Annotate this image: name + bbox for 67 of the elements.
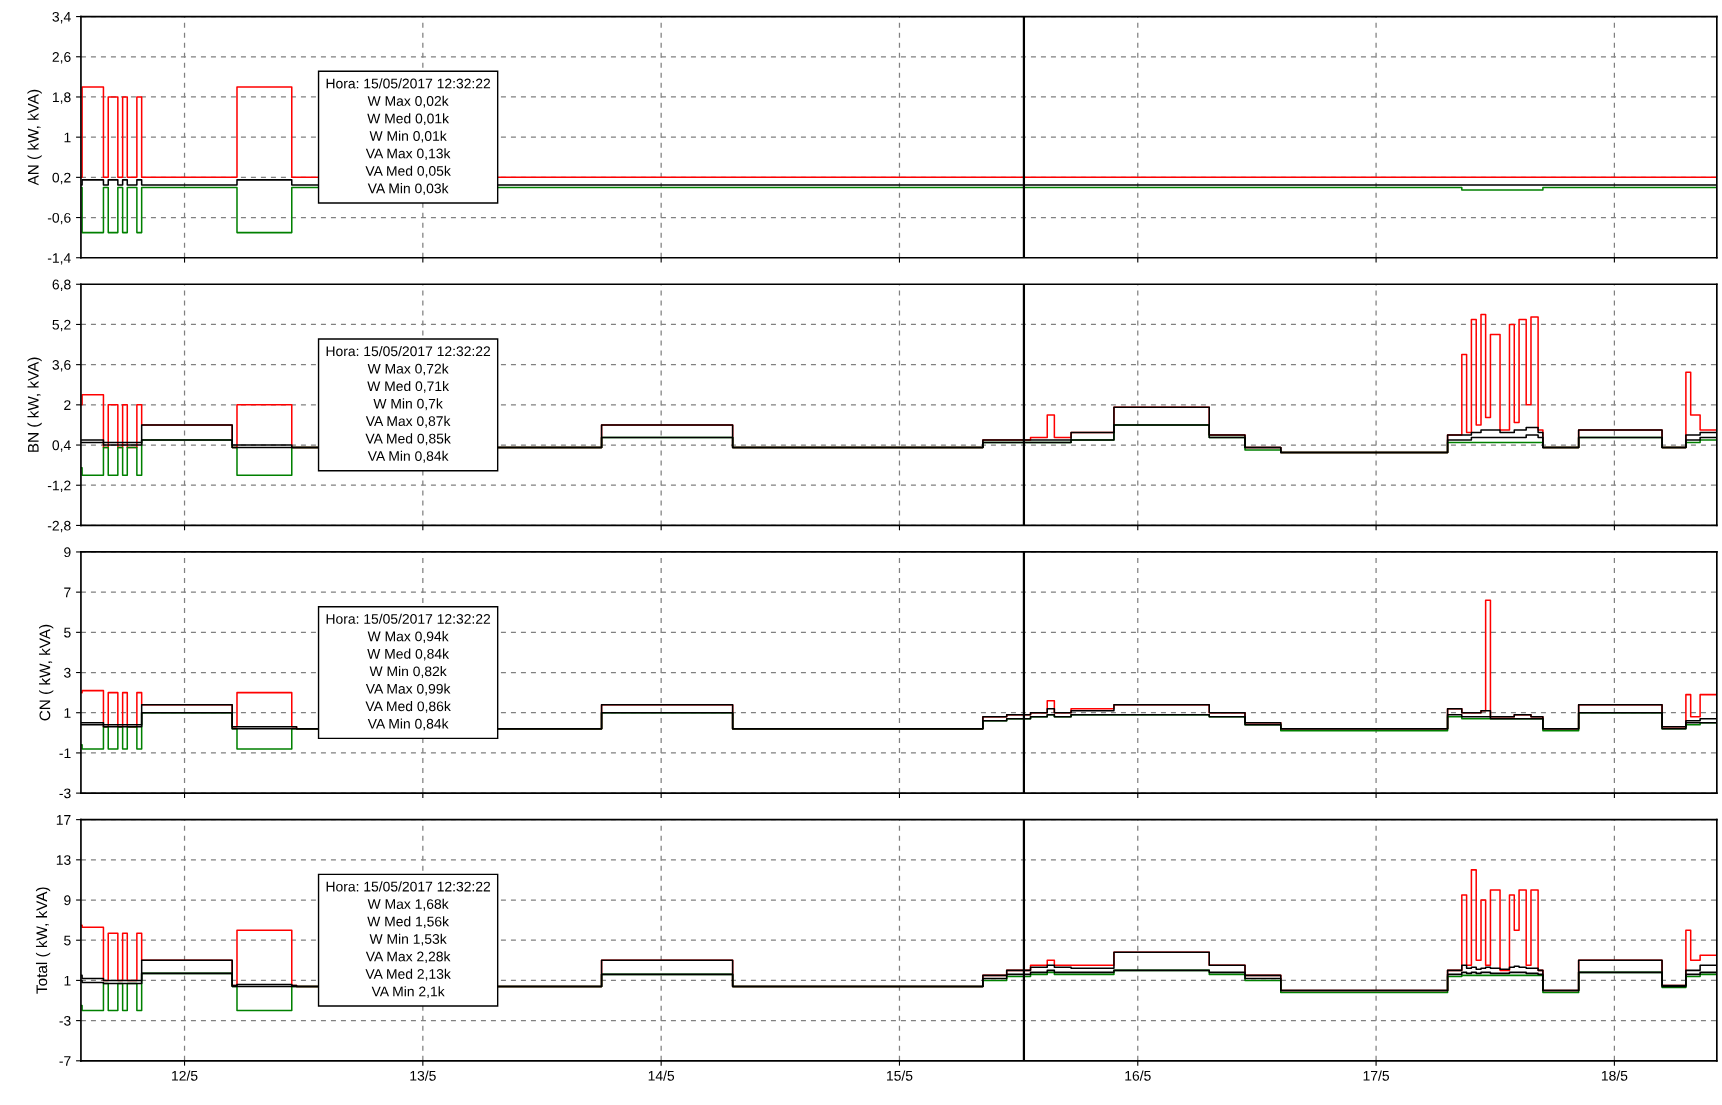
- y-tick-label: 6,8: [52, 279, 71, 292]
- annotation: W Min 0,01k: [369, 130, 447, 143]
- y-tick-label: 13: [56, 855, 71, 865]
- x-tick-label: 12/5: [172, 1070, 198, 1081]
- y-tick-label: 9: [64, 895, 71, 906]
- y-tick-label: -1,2: [47, 480, 71, 493]
- y-tick-label: 7: [64, 587, 71, 598]
- x-tick-label: 14/5: [648, 1070, 675, 1081]
- annotation: W Med 1,56k: [367, 916, 450, 929]
- y-tick-label: -3: [59, 788, 71, 799]
- annotation: VA Min 0,84k: [367, 450, 449, 463]
- annotation: VA Max 0,99k: [365, 683, 451, 696]
- x-tick-label: 17/5: [1363, 1070, 1390, 1081]
- y-tick-label: 9: [64, 547, 71, 558]
- annotation: W Max 0,94k: [367, 631, 449, 643]
- y-tick-label: -7: [59, 1056, 71, 1066]
- annotation: VA Max 0,13k: [365, 148, 451, 160]
- annotation: VA Med 0,85k: [365, 433, 451, 446]
- annotation: VA Med 2,13k: [365, 968, 451, 981]
- annotation: W Max 0,72k: [367, 363, 449, 376]
- annotation: VA Med 0,05k: [365, 165, 451, 178]
- y-tick-label: 2: [64, 400, 71, 410]
- y-tick-label: -2,8: [47, 520, 71, 533]
- annotation: VA Min 0,03k: [367, 183, 449, 195]
- x-tick-label: 18/5: [1601, 1070, 1628, 1081]
- annotation: VA Max 0,87k: [365, 415, 451, 428]
- y-tick-label: -1,4: [47, 253, 71, 265]
- annotation: W Min 1,53k: [369, 933, 447, 946]
- annotation: Hora: 15/05/2017 12:32:22: [326, 613, 491, 624]
- y-tick-label: -1: [59, 748, 71, 758]
- y-tick-label: 0,2: [52, 172, 71, 185]
- y-tick-label: 1: [64, 708, 71, 718]
- x-tick-label: 13/5: [410, 1070, 436, 1081]
- y-tick-label: 0,4: [52, 440, 71, 452]
- y-tick-label: 3: [64, 667, 71, 678]
- annotation: W Med 0,01k: [367, 113, 450, 126]
- y-tick-label: 5,2: [52, 319, 71, 332]
- x-tick-label: 16/5: [1125, 1070, 1151, 1081]
- annotation: W Min 0,7k: [373, 398, 443, 411]
- y-tick-label: 1,8: [52, 92, 71, 104]
- annotation: Hora: 15/05/2017 12:32:22: [326, 881, 491, 892]
- y-tick-label: 2,6: [52, 52, 71, 64]
- y-axis-title: CN ( kW, kVA): [39, 624, 54, 721]
- y-tick-label: -0,6: [47, 212, 71, 225]
- y-tick-label: -3: [59, 1015, 71, 1026]
- annotation: W Max 0,02k: [367, 95, 449, 108]
- y-tick-label: 1: [64, 975, 71, 986]
- annotation: VA Min 0,84k: [367, 718, 449, 731]
- y-tick-label: 3,6: [52, 359, 71, 372]
- x-tick-label: 15/5: [887, 1070, 913, 1081]
- y-axis-title: BN ( kW, kVA): [27, 357, 42, 452]
- y-tick-label: 1: [64, 132, 71, 143]
- annotation: Hora: 15/05/2017 12:32:22: [326, 78, 491, 89]
- annotation: W Max 1,68k: [367, 898, 449, 911]
- y-tick-label: 17: [56, 815, 71, 825]
- annotation: W Med 0,71k: [367, 380, 450, 393]
- y-tick-label: 5: [64, 627, 71, 638]
- annotation: VA Med 0,86k: [365, 701, 451, 713]
- y-tick-label: 3,4: [52, 11, 71, 24]
- annotation: W Min 0,82k: [369, 666, 447, 678]
- annotation: W Med 0,84k: [367, 648, 450, 661]
- annotation: VA Min 2,1k: [371, 986, 445, 999]
- y-axis-title: AN ( kW, kVA): [27, 89, 42, 186]
- y-axis-title: Total ( kW, kVA): [35, 887, 51, 994]
- annotation: VA Max 2,28k: [365, 951, 451, 964]
- annotation: Hora: 15/05/2017 12:32:22: [326, 345, 491, 357]
- y-tick-label: 5: [64, 935, 71, 946]
